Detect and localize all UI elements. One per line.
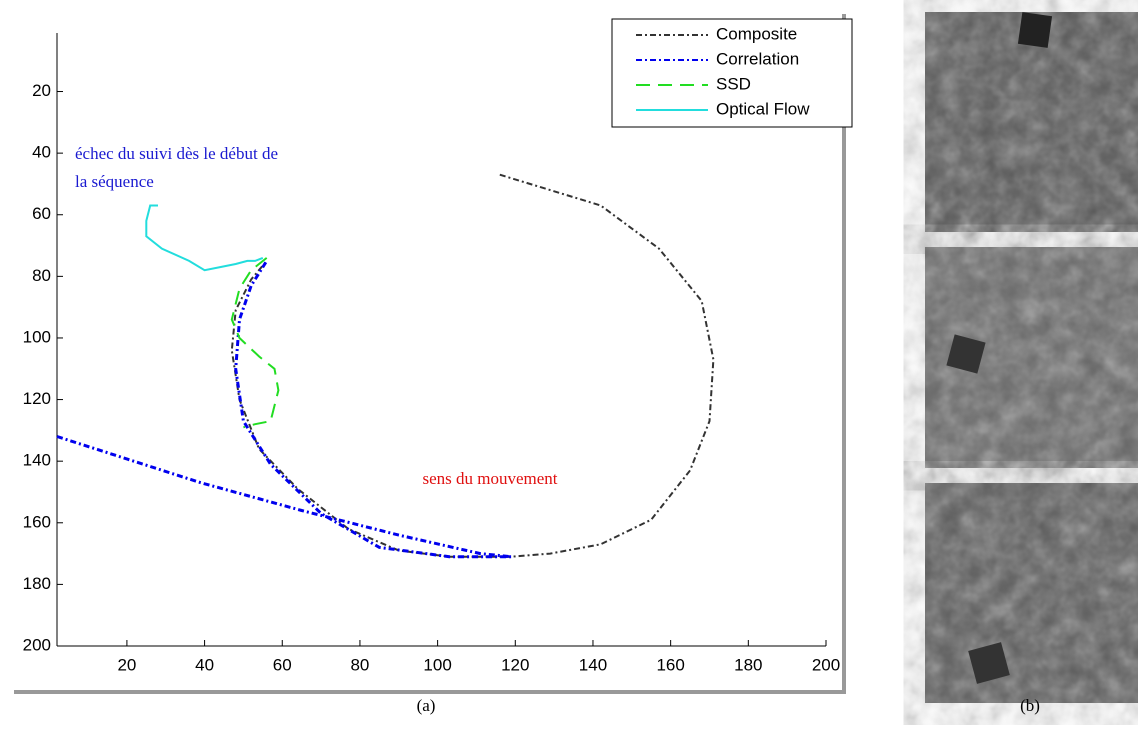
y-tick-label: 100 [23, 327, 51, 346]
x-tick-label: 100 [423, 655, 451, 674]
image-texture [925, 12, 1138, 232]
annotation: la séquence [75, 172, 154, 191]
legend-label: Composite [716, 24, 797, 43]
series-line [230, 173, 715, 558]
y-tick-label: 140 [23, 451, 51, 470]
y-tick-label: 120 [23, 389, 51, 408]
x-tick-label: 20 [117, 655, 136, 674]
y-tick-label: 20 [32, 81, 51, 100]
y-tick-label: 80 [32, 266, 51, 285]
series-line [145, 204, 264, 272]
caption: (b) [1020, 696, 1040, 715]
image-texture [925, 483, 1138, 703]
plot-area [57, 33, 826, 646]
y-tick-label: 60 [32, 204, 51, 223]
x-tick-label: 80 [350, 655, 369, 674]
patch [946, 334, 986, 374]
series-line [230, 257, 280, 429]
caption: (a) [417, 696, 436, 715]
legend-label: SSD [716, 74, 751, 93]
legend-label: Correlation [716, 49, 799, 68]
y-tick-label: 180 [23, 574, 51, 593]
x-tick-label: 120 [501, 655, 529, 674]
x-tick-label: 60 [273, 655, 292, 674]
patch [968, 642, 1010, 684]
y-tick-label: 40 [32, 143, 51, 162]
x-tick-label: 200 [812, 655, 840, 674]
image-panel [925, 12, 1138, 703]
x-tick-label: 140 [579, 655, 607, 674]
x-tick-label: 40 [195, 655, 214, 674]
x-tick-label: 180 [734, 655, 762, 674]
y-tick-label: 200 [23, 635, 51, 654]
annotation: échec du suivi dès le début de [75, 144, 278, 163]
annotation: sens du mouvement [422, 469, 557, 488]
x-tick-label: 160 [656, 655, 684, 674]
legend-label: Optical Flow [716, 99, 810, 118]
y-tick-label: 160 [23, 512, 51, 531]
patch [1017, 12, 1053, 48]
